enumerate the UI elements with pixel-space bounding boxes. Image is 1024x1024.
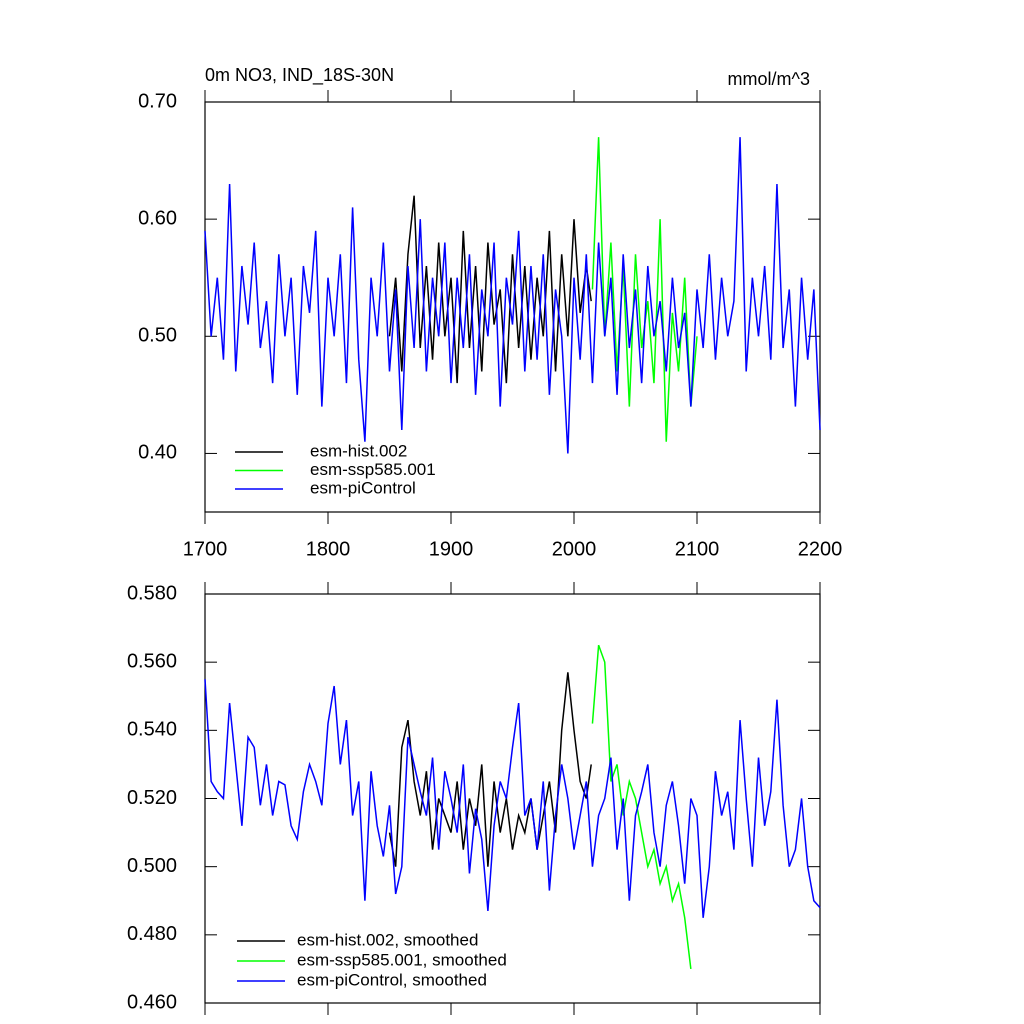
- x-tick-label: 1900: [429, 538, 474, 560]
- y-tick-label: 0.560: [127, 650, 177, 672]
- x-tick-label: 2200: [798, 538, 843, 560]
- legend-label: esm-hist.002: [310, 441, 407, 460]
- legend-label: esm-hist.002, smoothed: [297, 930, 478, 949]
- data-line: [204, 679, 821, 918]
- chart-title: 0m NO3, IND_18S-30N: [205, 65, 394, 86]
- y-tick-label: 0.460: [127, 991, 177, 1013]
- data-line: [591, 137, 698, 442]
- x-tick-label: 2000: [552, 538, 597, 560]
- plot-frame: [204, 101, 821, 513]
- y-tick-label: 0.60: [138, 207, 177, 229]
- y-tick-label: 0.70: [138, 90, 177, 112]
- data-line: [591, 644, 692, 970]
- y-tick-label: 0.580: [127, 582, 177, 604]
- y-tick-label: 0.480: [127, 923, 177, 945]
- x-tick-label: 1700: [183, 538, 228, 560]
- legend-label: esm-ssp585.001, smoothed: [297, 950, 507, 969]
- units-label: mmol/m^3: [728, 69, 810, 89]
- x-tick-label: 1800: [306, 538, 351, 560]
- legend-label: esm-piControl: [310, 478, 416, 497]
- data-line: [204, 137, 821, 454]
- legend-label: esm-piControl, smoothed: [297, 970, 487, 989]
- y-tick-label: 0.500: [127, 855, 177, 877]
- legend-label: esm-ssp585.001: [310, 460, 436, 479]
- x-tick-label: 2100: [675, 538, 720, 560]
- y-tick-label: 0.520: [127, 787, 177, 809]
- y-tick-label: 0.540: [127, 719, 177, 741]
- y-tick-label: 0.40: [138, 442, 177, 464]
- data-line: [388, 672, 592, 867]
- y-tick-label: 0.50: [138, 325, 177, 347]
